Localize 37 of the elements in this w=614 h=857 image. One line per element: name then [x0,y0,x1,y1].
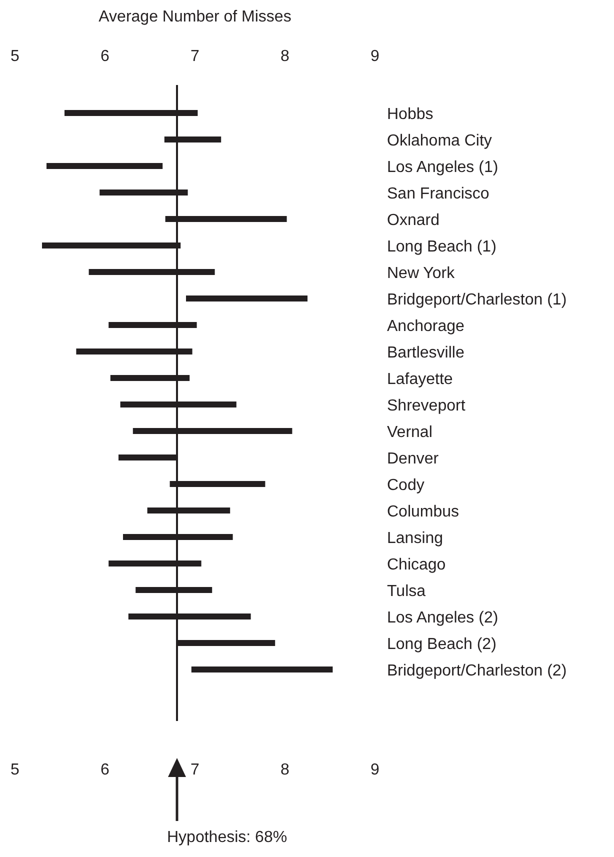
y-tick-label: Columbus [387,503,460,520]
x-tick-label: 9 [370,48,380,65]
y-tick-label: New York [387,264,456,282]
y-tick-label: Bridgeport/Charleston (1) [387,291,567,308]
text: Hypothesis: 68% [167,829,288,846]
y-tick-label: Oklahoma City [387,132,492,150]
y-tick-label: Anchorage [387,318,464,335]
x-tick-label: 8 [280,48,290,65]
y-tick-label: Lansing [387,530,444,547]
y-tick-label: Oxnard [387,212,440,229]
y-tick-label: Long Beach (1) [387,238,496,256]
bar [46,163,163,169]
y-tick-label: Cody [387,476,424,494]
x2-axis-title: Average Number of Misses [98,8,292,26]
x-tick-label: 6 [100,48,110,65]
x2-tick-label: 6 [100,761,110,778]
x2-tick-label: 7 [190,761,200,778]
y-tick-label: Vernal [387,424,432,441]
y-tick-label: Los Angeles (2) [387,609,498,626]
x2-tick-label: 8 [280,761,290,778]
x2-tick-label: 5 [10,761,20,778]
y-tick-label: Los Angeles (1) [387,158,498,176]
y-tick-label: Hobbs [387,106,434,123]
x-tick-label: 5 [10,48,20,65]
y-tick-label: Tulsa [387,582,426,600]
y-tick-label: Denver [387,450,440,468]
y-tick-label: Bartlesville [387,344,464,362]
bar [186,296,308,302]
x2-tick-label: 9 [370,761,380,778]
y-tick-label: Shreveport [387,397,466,414]
y-tick-label: Lafayette [387,370,453,388]
x-tick-label: 7 [190,48,200,65]
y-tick-label: Bridgeport/Charleston (2) [387,662,567,680]
bar [191,666,333,672]
y-tick-label: Chicago [387,556,446,574]
y-tick-label: Long Beach (2) [387,636,496,653]
y-tick-label: San Francisco [387,185,490,202]
